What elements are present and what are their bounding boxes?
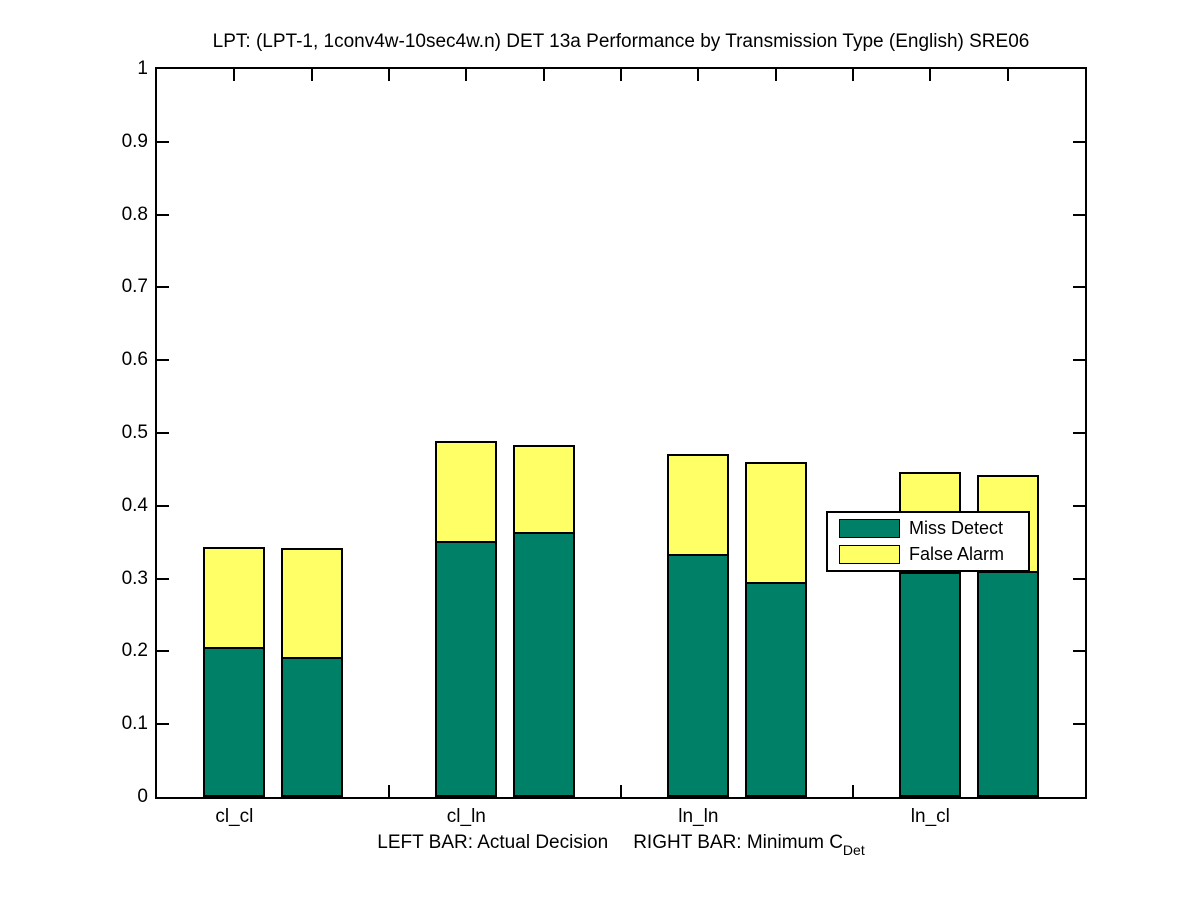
- x-axis-label-left: LEFT BAR: Actual Decision: [377, 832, 609, 853]
- x-axis-tick-top: [929, 69, 932, 81]
- bar-miss-detect-cl_cl: [203, 647, 266, 797]
- legend-label-miss-detect: Miss Detect: [909, 518, 1004, 539]
- x-axis-tick-top: [542, 69, 545, 81]
- x-axis-tick-top: [852, 69, 854, 81]
- y-axis-tick-right: [1073, 140, 1085, 143]
- y-tick-label: 0.3: [121, 567, 148, 589]
- bar-false-alarm-cl_cl: [280, 548, 343, 659]
- x-axis-tick-top: [465, 69, 468, 81]
- y-tick-label: 1: [137, 58, 148, 79]
- y-axis-tick: [157, 577, 169, 580]
- y-axis-tick: [157, 723, 169, 726]
- x-tick-label: ln_cl: [910, 806, 950, 827]
- y-tick-label: 0: [137, 786, 148, 807]
- x-axis-tick-top: [233, 69, 236, 81]
- y-axis-tick-right: [1073, 213, 1085, 216]
- bar-false-alarm-cl_ln: [435, 441, 498, 543]
- bar-false-alarm-ln_ln: [667, 454, 730, 556]
- y-axis-tick-right: [1073, 577, 1085, 580]
- x-tick-label: cl_cl: [215, 806, 254, 827]
- miss-detect-swatch: [839, 519, 900, 539]
- y-axis-tick: [157, 504, 169, 507]
- x-axis-tick-top: [697, 69, 700, 81]
- bar-false-alarm-cl_ln: [512, 445, 575, 534]
- y-tick-label: 0.4: [121, 494, 148, 516]
- false-alarm-swatch: [839, 544, 900, 564]
- y-axis-tick-right: [1073, 723, 1085, 726]
- y-axis-tick-right: [1073, 359, 1085, 362]
- bar-false-alarm-ln_ln: [744, 462, 807, 584]
- y-tick-label: 0.6: [121, 349, 148, 371]
- x-tick-label: ln_ln: [678, 806, 719, 827]
- y-axis-tick: [157, 650, 169, 653]
- x-axis-tick-top: [774, 69, 777, 81]
- y-tick-label: 0.5: [121, 422, 148, 443]
- y-axis-tick: [157, 432, 169, 434]
- y-axis-tick-right: [1073, 650, 1085, 653]
- bar-miss-detect-cl_cl: [280, 657, 343, 797]
- bar-miss-detect-ln_cl: [976, 571, 1039, 797]
- legend-row-false-alarm: False Alarm: [828, 543, 1028, 564]
- y-tick-label: 0.7: [121, 276, 148, 298]
- bar-miss-detect-ln_cl: [899, 572, 962, 797]
- x-tick-label: cl_ln: [446, 806, 486, 827]
- x-axis-label-subscript: Det: [842, 842, 865, 858]
- y-axis-tick-right: [1073, 286, 1085, 289]
- x-axis-tick-top: [388, 69, 390, 81]
- bar-miss-detect-cl_ln: [512, 532, 575, 797]
- x-axis-tick-bottom: [620, 785, 622, 797]
- x-axis-tick-top: [620, 69, 622, 81]
- legend-label-false-alarm: False Alarm: [909, 543, 1005, 564]
- bar-false-alarm-cl_cl: [203, 547, 266, 649]
- plot-area: Miss Detect False Alarm: [155, 67, 1087, 799]
- y-axis-tick-right: [1073, 432, 1085, 434]
- y-axis-tick: [157, 213, 169, 216]
- y-tick-label: 0.9: [121, 130, 148, 152]
- x-axis-tick-bottom: [852, 785, 854, 797]
- x-axis-label: LEFT BAR: Actual Decision RIGHT BAR: Mini…: [155, 832, 1087, 858]
- bar-miss-detect-ln_ln: [744, 582, 807, 797]
- legend-box: Miss Detect False Alarm: [826, 511, 1030, 572]
- y-tick-label: 0.1: [121, 713, 148, 735]
- y-axis-tick: [157, 286, 169, 289]
- y-tick-label: 0.2: [121, 640, 148, 662]
- y-axis-tick-right: [1073, 504, 1085, 507]
- x-axis-tick-top: [310, 69, 313, 81]
- y-axis-tick: [157, 359, 169, 362]
- x-axis-tick-bottom: [388, 785, 390, 797]
- y-tick-label: 0.8: [121, 203, 148, 225]
- legend-row-miss-detect: Miss Detect: [828, 518, 1028, 539]
- bar-miss-detect-ln_ln: [667, 554, 730, 797]
- chart-title: LPT: (LPT-1, 1conv4w-10sec4w.n) DET 13a …: [212, 31, 1030, 52]
- x-axis-label-right: RIGHT BAR: Minimum C: [633, 832, 843, 853]
- x-axis-tick-top: [1006, 69, 1009, 81]
- bar-miss-detect-cl_ln: [435, 541, 498, 797]
- y-axis-tick: [157, 140, 169, 143]
